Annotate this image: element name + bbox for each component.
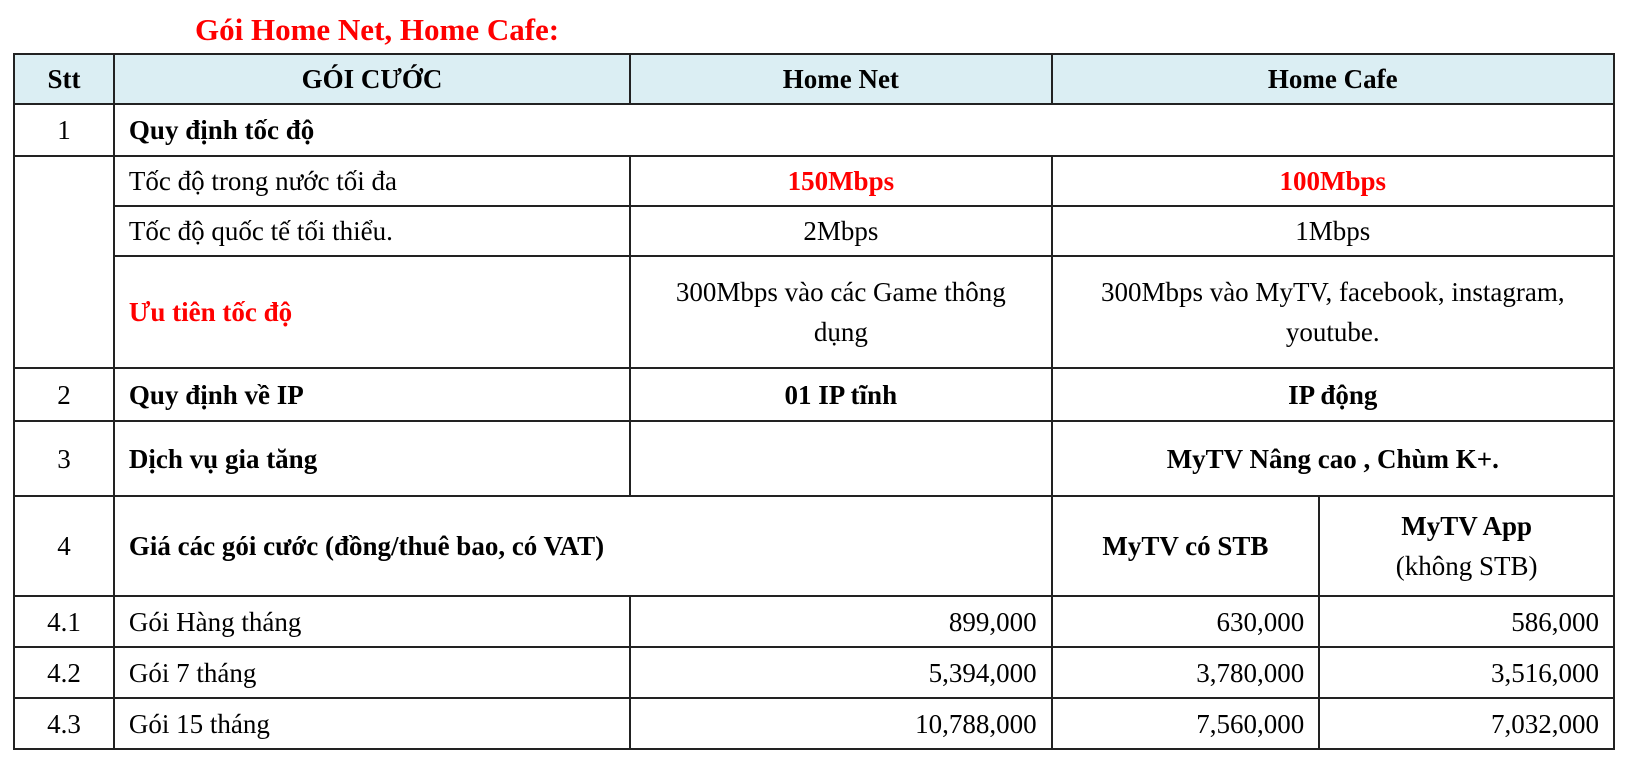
- table-row: Tốc độ quốc tế tối thiểu. 2Mbps 1Mbps: [14, 205, 1616, 257]
- page-title: Gói Home Net, Home Cafe:: [195, 12, 560, 47]
- table-row: 4.3 Gói 15 tháng 10,788,000 7,560,000 7,…: [13, 697, 1615, 750]
- header-stt: Stt: [13, 53, 115, 105]
- row-label: Giá các gói cước (đồng/thuê bao, có VAT): [112, 495, 1053, 597]
- table-row: Tốc độ trong nước tối đa 150Mbps 100Mbps: [13, 155, 1616, 369]
- mytv-app-label: MyTV App: [1401, 511, 1533, 541]
- home-net-price: 5,394,000: [629, 646, 1053, 699]
- home-net-value: 150Mbps: [629, 155, 1053, 207]
- stt: 1: [13, 103, 115, 157]
- row-label: Quy định về IP: [112, 367, 632, 422]
- row-label: Gói Hàng tháng: [112, 595, 632, 648]
- table-row: 1 Quy định tốc độ: [13, 103, 1616, 157]
- pricing-table: Stt GÓI CƯỚC Home Net Home Cafe 1 Quy đị…: [13, 53, 1616, 750]
- stt: 4: [13, 495, 115, 597]
- table-row: Ưu tiên tốc độ 300Mbps vào các Game thôn…: [14, 255, 1616, 369]
- stt: 4.2: [13, 646, 115, 699]
- table-header: Stt GÓI CƯỚC Home Net Home Cafe: [13, 53, 1616, 105]
- stt-empty: [13, 155, 115, 369]
- mytv-stb-price: 7,560,000: [1050, 697, 1321, 750]
- home-net-value: [629, 420, 1053, 497]
- header-package: GÓI CƯỚC: [112, 53, 632, 105]
- stt: 4.1: [13, 595, 115, 648]
- home-net-value: 300Mbps vào các Game thông dụng: [629, 255, 1053, 369]
- mytv-app-sub: (không STB): [1395, 551, 1538, 581]
- stt: 2: [13, 367, 115, 422]
- mytv-app-price: 7,032,000: [1318, 697, 1615, 750]
- row-label: Ưu tiên tốc độ: [112, 255, 632, 369]
- home-cafe-value: MyTV Nâng cao , Chùm K+.: [1050, 420, 1616, 497]
- header-mytv-app: MyTV App (không STB): [1318, 495, 1615, 597]
- mytv-stb-price: 3,780,000: [1050, 646, 1321, 699]
- stt: 4.3: [13, 697, 115, 750]
- row-label: Dịch vụ gia tăng: [112, 420, 632, 497]
- stt: 3: [13, 420, 115, 497]
- row-label: Tốc độ trong nước tối đa: [112, 155, 632, 207]
- row-label: Gói 7 tháng: [112, 646, 632, 699]
- home-net-value: 2Mbps: [629, 205, 1053, 257]
- table-row: 2 Quy định về IP 01 IP tĩnh IP động: [13, 367, 1616, 422]
- mytv-app-price: 586,000: [1318, 595, 1615, 648]
- home-net-value: 01 IP tĩnh: [629, 367, 1053, 422]
- table-row: 4 Giá các gói cước (đồng/thuê bao, có VA…: [13, 495, 1615, 597]
- row-label: Gói 15 tháng: [112, 697, 632, 750]
- row-label: Tốc độ quốc tế tối thiểu.: [112, 205, 632, 257]
- header-home-cafe: Home Cafe: [1050, 53, 1616, 105]
- home-net-price: 899,000: [629, 595, 1053, 648]
- home-cafe-value: 1Mbps: [1050, 205, 1616, 257]
- row-label: Quy định tốc độ: [112, 103, 1616, 157]
- table-row: 4.2 Gói 7 tháng 5,394,000 3,780,000 3,51…: [13, 646, 1615, 699]
- header-mytv-stb: MyTV có STB: [1050, 495, 1321, 597]
- home-cafe-value: 100Mbps: [1050, 155, 1616, 207]
- home-cafe-value: IP động: [1050, 367, 1616, 422]
- table-row: 3 Dịch vụ gia tăng MyTV Nâng cao , Chùm …: [13, 420, 1616, 497]
- table-row: 4.1 Gói Hàng tháng 899,000 630,000 586,0…: [13, 595, 1615, 648]
- mytv-stb-price: 630,000: [1050, 595, 1321, 648]
- home-net-price: 10,788,000: [629, 697, 1053, 750]
- mytv-app-price: 3,516,000: [1318, 646, 1615, 699]
- home-cafe-value: 300Mbps vào MyTV, facebook, instagram, y…: [1050, 255, 1616, 369]
- header-home-net: Home Net: [629, 53, 1053, 105]
